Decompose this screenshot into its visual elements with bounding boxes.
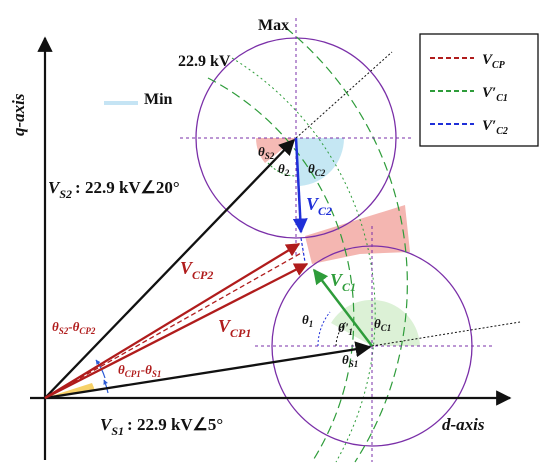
theta-1-arc (317, 311, 331, 347)
legend-box (419, 33, 539, 147)
vcp2-label: VCP2 (180, 258, 213, 282)
vector-vcp1 (44, 262, 309, 400)
theta-1-label: θ1 (302, 312, 313, 329)
theta-c1-label: θC1 (374, 316, 391, 333)
max-label: Max (258, 17, 289, 34)
legend-label-vcp: VCP (482, 52, 506, 71)
legend: VCP V′C1 V′C2 (419, 33, 539, 147)
theta-1-prime-arc (335, 321, 347, 347)
vcp1-label: VCP1 (218, 316, 251, 340)
arc-mid (231, 57, 376, 463)
vector-vs2 (44, 138, 296, 399)
vector-vs1 (44, 341, 372, 400)
theta-c2-label: θC2 (308, 161, 326, 178)
vector-vc1 (313, 268, 373, 347)
legend-label-vc2: V′C2 (482, 118, 508, 137)
guide-extension-vs1 (371, 321, 521, 347)
legend-label-vc1: V′C1 (482, 85, 508, 104)
diff-cp1-s1-label: θCP1-θS1 (118, 362, 161, 379)
vector-vcp-dashed (44, 251, 304, 399)
vector-vc2 (292, 137, 308, 234)
arc-max (285, 27, 408, 463)
q-axis-label: q-axis (9, 93, 28, 136)
theta-2-arc (267, 162, 297, 177)
vs1-label: VS1: 22.9 kV∠5° (100, 415, 223, 438)
theta-1-prime-label: θ'1 (338, 320, 353, 337)
origin-angle-fill (45, 383, 95, 398)
vc1-label: VC1 (330, 270, 356, 294)
arc-diff-cp1-s1 (103, 379, 109, 394)
arc-min (207, 77, 355, 463)
vc2-label: VC2 (306, 194, 332, 218)
d-axis-label: d-axis (442, 415, 485, 434)
vc2-dashed (300, 237, 306, 263)
min-label: Min (144, 91, 173, 108)
theta-2-label: θ2 (278, 161, 290, 178)
vector-vcp2 (44, 243, 301, 399)
theta-c2-sector (296, 138, 345, 186)
overlap-region-lower (305, 205, 410, 264)
vs2-label: VS2: 22.9 kV∠20° (48, 178, 180, 201)
theta-s1-label: θS1 (342, 352, 358, 369)
diff-s2-cp2-label: θS2-θCP2 (52, 319, 96, 336)
voltage-level-label: 22.9 kV (178, 53, 231, 70)
theta-s2-label: θS2 (258, 144, 275, 161)
guide-extension-vs2 (295, 51, 393, 139)
